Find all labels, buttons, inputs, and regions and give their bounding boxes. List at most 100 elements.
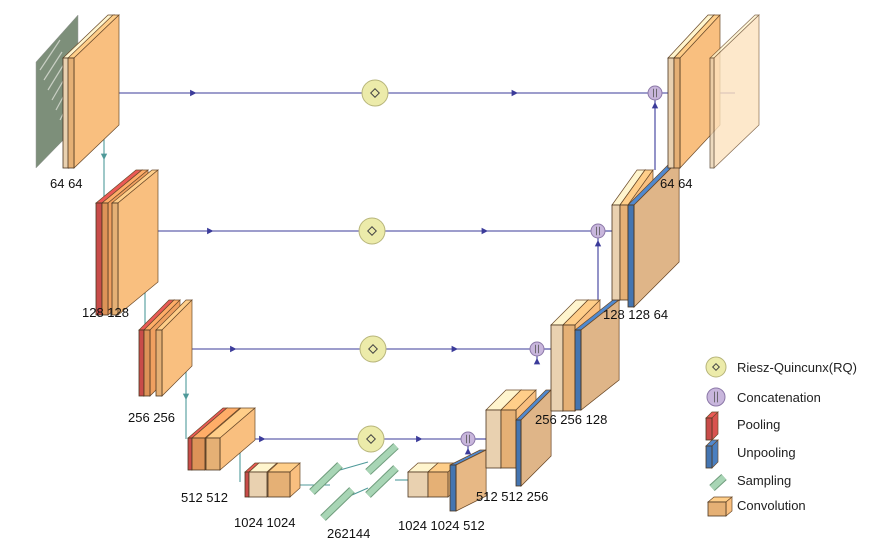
arrow-head	[511, 89, 518, 97]
concat-circle	[647, 85, 663, 101]
conv-layer	[267, 462, 301, 498]
arrow-head	[259, 435, 266, 443]
sampling-bar-fill	[365, 465, 399, 498]
encoder-label-4: 512 512	[181, 490, 228, 505]
decoder-label-4: 512 512 256	[476, 489, 548, 504]
layer-blocks	[35, 14, 760, 521]
front-face	[155, 329, 163, 397]
rq-diamond	[368, 344, 378, 354]
conv-layer	[155, 299, 193, 397]
connector-line	[339, 461, 369, 471]
concat-circle	[529, 341, 545, 357]
front-face	[187, 437, 193, 471]
image-texture	[47, 63, 65, 91]
rq-circle	[359, 335, 387, 363]
concat-circle	[460, 431, 476, 447]
encoder-label-1: 64 64	[50, 176, 83, 191]
decoder-label-2: 128 128 64	[603, 307, 668, 322]
output-layer	[709, 14, 760, 169]
decoder-label-3: 256 256 128	[535, 412, 607, 427]
conv-layer	[633, 159, 680, 308]
front-face	[138, 329, 145, 397]
front-face	[267, 471, 291, 498]
sampling-bar-fill	[320, 487, 355, 521]
rq-diamond	[370, 88, 380, 98]
unpooling-icon	[705, 439, 719, 469]
conv-layer	[455, 449, 487, 512]
front-face	[709, 57, 715, 169]
front-face	[550, 324, 564, 412]
front-face	[485, 409, 502, 469]
sampling-bar-fill	[309, 462, 343, 495]
sampling-bar-fill	[709, 474, 727, 491]
rq-circle	[358, 217, 386, 245]
arrow-head	[230, 345, 237, 353]
front-face	[627, 204, 635, 308]
concatenation-icon	[590, 223, 606, 239]
front-face	[407, 471, 429, 498]
connections	[98, 89, 735, 496]
sampling-bar-fill	[365, 443, 399, 475]
arrow-head	[182, 393, 190, 400]
riesz-quincunx-icon	[705, 356, 727, 378]
arrow-head	[594, 240, 602, 247]
bottleneck-label-2: 262144	[327, 526, 370, 541]
front-face	[667, 57, 675, 169]
front-face	[67, 57, 75, 169]
image-texture	[39, 39, 61, 71]
arrow-head	[416, 435, 423, 443]
pooling-icon	[705, 411, 719, 441]
front-face	[562, 324, 576, 412]
encoder-label-3: 256 256	[128, 410, 175, 425]
concat-circle	[590, 223, 606, 239]
operation-nodes	[357, 79, 663, 453]
front-face	[611, 204, 621, 301]
conv-layer	[579, 299, 621, 411]
bottleneck-label-1: 1024 1024	[234, 515, 295, 530]
concat-circle	[706, 387, 726, 407]
side-face	[73, 14, 120, 169]
front-face	[427, 471, 449, 498]
front-face	[449, 464, 457, 512]
front-face	[205, 437, 221, 471]
legend: Riesz-Quincunx(RQ) Concatenation Pooling…	[705, 356, 857, 517]
front-face	[111, 202, 119, 316]
front-face	[95, 202, 103, 316]
front-face	[244, 471, 250, 498]
front-face	[191, 437, 206, 471]
front-face	[673, 57, 681, 169]
rq-circle	[361, 79, 389, 107]
arrow-head	[651, 102, 659, 109]
convolution-icon	[707, 496, 733, 517]
decoder-label-1: 64 64	[660, 176, 693, 191]
arrow-head	[100, 153, 108, 160]
legend-label-sampling: Sampling	[737, 473, 791, 488]
arrow-head	[533, 358, 541, 365]
riesz-quincunx-icon	[357, 425, 385, 453]
legend-label-concatenation: Concatenation	[737, 390, 821, 405]
arrow-head	[464, 448, 472, 455]
front-face	[500, 409, 517, 469]
riesz-quincunx-icon	[361, 79, 389, 107]
bottleneck-label-3: 1024 1024 512	[398, 518, 485, 533]
concatenation-icon	[529, 341, 545, 357]
front-face	[515, 419, 522, 487]
conv-layer	[205, 407, 256, 471]
front-face	[707, 501, 727, 517]
rq-circle	[357, 425, 385, 453]
arrow-head	[451, 345, 458, 353]
image-texture	[43, 51, 63, 81]
front-face	[248, 471, 268, 498]
front-face	[705, 445, 713, 469]
rq-circle	[705, 356, 727, 378]
rq-diamond	[711, 362, 721, 372]
legend-label-convolution: Convolution	[737, 498, 806, 513]
concatenation-icon	[460, 431, 476, 447]
front-face	[143, 329, 151, 397]
concatenation-icon	[706, 387, 726, 407]
rq-diamond	[366, 434, 376, 444]
side-face	[713, 14, 760, 169]
concatenation-icon	[647, 85, 663, 101]
front-face	[101, 202, 109, 316]
